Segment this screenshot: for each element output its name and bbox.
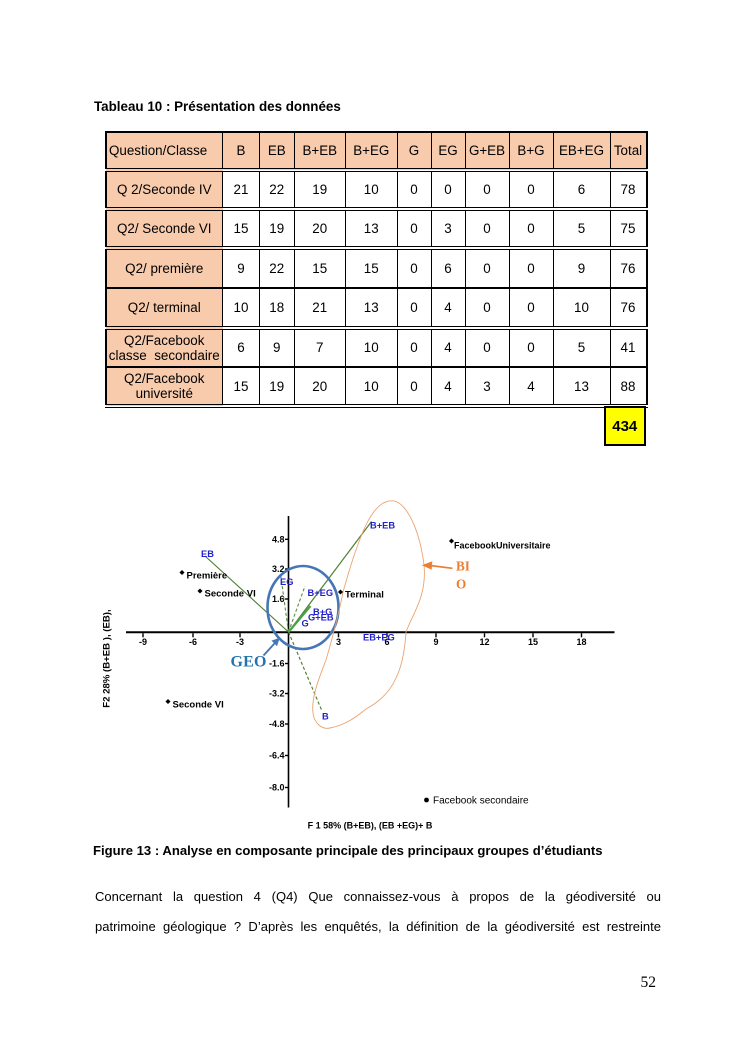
svg-text:-3: -3 (236, 637, 244, 647)
svg-text:6: 6 (384, 637, 389, 647)
svg-text:-1.6: -1.6 (269, 659, 285, 669)
svg-text:Terminal: Terminal (345, 590, 384, 601)
svg-text:B+G: B+G (313, 607, 332, 617)
svg-text:1.6: 1.6 (272, 594, 285, 604)
svg-text:EG: EG (280, 577, 293, 587)
svg-text:-4.8: -4.8 (269, 719, 285, 729)
svg-text:15: 15 (528, 637, 538, 647)
svg-text:G: G (302, 619, 309, 629)
svg-text:4.8: 4.8 (272, 534, 285, 544)
svg-text:Seconde VI: Seconde VI (173, 700, 224, 711)
svg-text:F 1 58% (B+EB), (EB +EG)+ B: F 1 58% (B+EB), (EB +EG)+ B (308, 821, 433, 831)
svg-text:O: O (456, 577, 466, 592)
svg-text:B: B (322, 712, 329, 722)
svg-text:-3.2: -3.2 (269, 689, 285, 699)
svg-text:12: 12 (479, 637, 489, 647)
svg-text:-9: -9 (139, 637, 147, 647)
svg-text:Première: Première (187, 571, 228, 582)
svg-text:-8.0: -8.0 (269, 783, 285, 793)
svg-text:-6: -6 (189, 637, 197, 647)
svg-text:GEO: GEO (231, 654, 267, 671)
svg-text:B+EB: B+EB (370, 521, 395, 531)
svg-text:9: 9 (433, 637, 438, 647)
svg-text:Seconde VI: Seconde VI (205, 589, 256, 600)
svg-text:EB+EG: EB+EG (363, 633, 395, 643)
svg-text:3.2: 3.2 (272, 564, 285, 574)
svg-text:Facebook secondaire: Facebook secondaire (433, 796, 529, 807)
svg-text:18: 18 (576, 637, 586, 647)
svg-text:3: 3 (336, 637, 341, 647)
svg-text:EB: EB (201, 549, 214, 559)
svg-text:FacebookUniversitaire: FacebookUniversitaire (454, 541, 551, 551)
svg-text:F2 28% (B+EB ), (EB),: F2 28% (B+EB ), (EB), (102, 609, 113, 708)
svg-text:B+EG: B+EG (308, 588, 334, 598)
svg-text:BI: BI (456, 559, 470, 574)
svg-text:-6.4: -6.4 (269, 751, 285, 761)
svg-text:G+EB: G+EB (308, 613, 334, 623)
